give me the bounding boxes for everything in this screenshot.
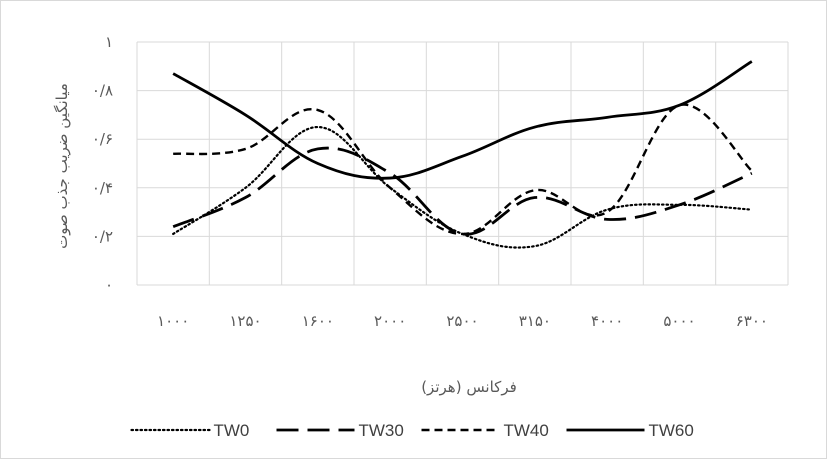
- x-tick-label: ۱۶۰۰: [302, 312, 334, 330]
- series-line-tw60: [172, 60, 753, 180]
- y-tick-label: ۰/۸: [92, 82, 113, 100]
- y-tick-label: ۰/۲: [92, 227, 113, 245]
- legend-label-tw0: TW0: [214, 421, 250, 440]
- y-tick-label: ۰/۴: [92, 179, 113, 197]
- legend: TW0 TW30 TW40 TW60: [130, 421, 694, 440]
- y-tick-label: ۰/۶: [92, 130, 113, 148]
- series-lines: [172, 60, 753, 249]
- x-tick-label: ۳۱۵۰: [519, 312, 551, 330]
- gridlines: [136, 41, 789, 286]
- legend-label-tw40: TW40: [504, 421, 549, 440]
- x-tick-label: ۲۰۰۰: [374, 312, 406, 330]
- legend-label-tw60: TW60: [649, 421, 694, 440]
- x-tick-label: ۱۰۰۰: [157, 312, 189, 330]
- x-tick-label: ۲۵۰۰: [446, 312, 478, 330]
- x-axis-title: فرکانس (هرتز): [421, 378, 517, 396]
- y-tick-label: ۱: [105, 33, 113, 51]
- x-tick-label: ۵۰۰۰: [663, 312, 695, 330]
- y-tick-labels: ۰ ۰/۲ ۰/۴ ۰/۶ ۰/۸ ۱: [92, 33, 113, 294]
- series-line-tw40: [173, 103, 753, 236]
- y-axis-title: میانگین ضریب جذب صوت: [53, 83, 71, 249]
- x-tick-label: ۶۳۰۰: [736, 312, 768, 330]
- series-line-tw30: [172, 146, 753, 236]
- legend-label-tw30: TW30: [359, 421, 404, 440]
- x-tick-label: ۴۰۰۰: [591, 312, 623, 330]
- x-tick-label: ۱۲۵۰: [229, 312, 261, 330]
- x-tick-labels: ۱۰۰۰ ۱۲۵۰ ۱۶۰۰ ۲۰۰۰ ۲۵۰۰ ۳۱۵۰ ۴۰۰۰ ۵۰۰۰ ۶۳۰۰: [157, 312, 768, 330]
- y-tick-label: ۰: [105, 276, 113, 294]
